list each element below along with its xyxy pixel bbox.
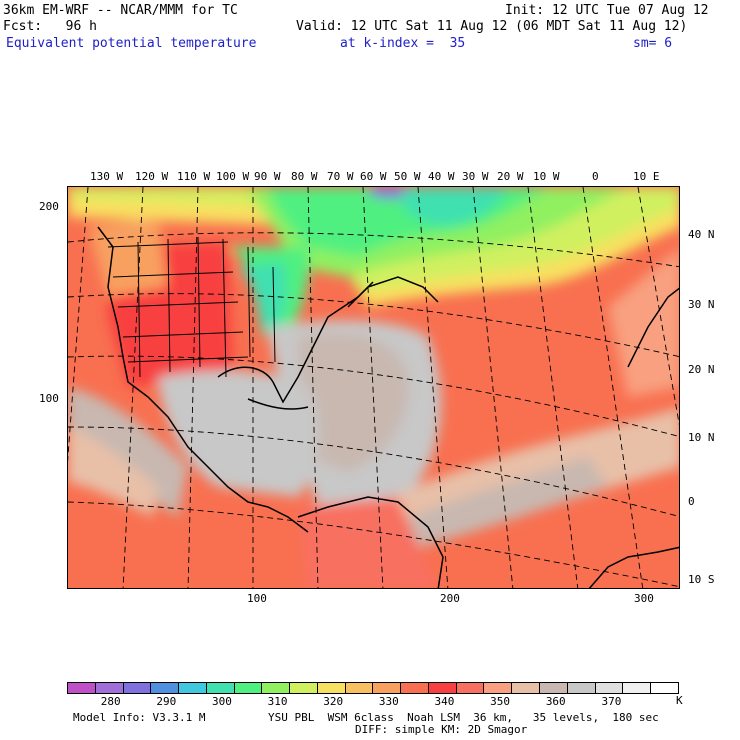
colorbar-label: 290 [156, 695, 177, 708]
colorbar-cell [401, 683, 429, 693]
y-label-200: 200 [39, 200, 59, 213]
colorbar-cell [68, 683, 96, 693]
colorbar-cell [595, 683, 624, 693]
colorbar-cell [512, 683, 541, 693]
lon-label: 100 W [216, 170, 250, 183]
lon-label: 50 W [394, 170, 421, 183]
lon-label: 80 W [291, 170, 318, 183]
colorbar-label: 370 [601, 695, 622, 708]
forecast-hour: Fcst: 96 h [3, 19, 97, 34]
colorbar-cell [95, 683, 124, 693]
lat-label: 0 [688, 495, 695, 508]
colorbar-cell [179, 683, 207, 693]
lat-label: 30 N [688, 298, 715, 311]
colorbar-cell [373, 683, 402, 693]
colorbar-label: 320 [323, 695, 344, 708]
physics-line-2: DIFF: simple KM: 2D Smagor [355, 723, 528, 736]
colorbar-label: 340 [434, 695, 455, 708]
lat-label: 10 N [688, 431, 715, 444]
colorbar-cell [623, 683, 652, 693]
lon-label: 10 E [633, 170, 660, 183]
x-label-100: 100 [247, 592, 267, 605]
colorbar-cell [151, 683, 180, 693]
lon-label: 60 W [360, 170, 387, 183]
x-label-300: 300 [634, 592, 654, 605]
smoothing: sm= 6 [633, 36, 673, 51]
model-info: Model Info: V3.3.1 M [73, 711, 206, 724]
coastlines [97, 226, 679, 588]
colorbar-label: 300 [212, 695, 232, 708]
colorbar-cell [123, 683, 152, 693]
colorbar-label: 330 [378, 695, 399, 708]
field-fill [68, 187, 679, 588]
init-time: Init: 12 UTC Tue 07 Aug 12 [505, 3, 709, 18]
colorbar-label: 310 [267, 695, 288, 708]
field-name: Equivalent potential temperature [6, 36, 257, 51]
lon-label: 90 W [254, 170, 281, 183]
lon-label: 130 W [90, 170, 124, 183]
lat-label: 20 N [688, 363, 715, 376]
colorbar-cell [262, 683, 291, 693]
model-title: 36km EM-WRF -- NCAR/MMM for TC [3, 3, 238, 18]
lon-label: 0 [592, 170, 599, 183]
lon-label: 20 W [497, 170, 524, 183]
lon-label: 110 W [177, 170, 211, 183]
map-canvas [68, 187, 679, 588]
lon-label: 40 W [428, 170, 455, 183]
lon-label: 120 W [135, 170, 169, 183]
graticule [68, 187, 679, 588]
physics-line-1: YSU PBL WSM 6class Noah LSM 36 km, 35 le… [268, 711, 659, 724]
valid-time: Valid: 12 UTC Sat 11 Aug 12 (06 MDT Sat … [296, 19, 688, 34]
lon-label: 70 W [327, 170, 354, 183]
colorbar-cell [345, 683, 374, 693]
colorbar-cell [651, 683, 678, 693]
colorbar [67, 682, 679, 694]
y-label-100: 100 [39, 392, 59, 405]
colorbar-cell [206, 683, 235, 693]
colorbar-cell [317, 683, 346, 693]
colorbar-cell [290, 683, 318, 693]
colorbar-cell [567, 683, 596, 693]
colorbar-label: 360 [545, 695, 566, 708]
colorbar-cell [540, 683, 568, 693]
colorbar-cell [456, 683, 485, 693]
colorbar-label: 350 [490, 695, 511, 708]
x-label-200: 200 [440, 592, 460, 605]
lon-label: 30 W [462, 170, 489, 183]
colorbar-unit: K [676, 694, 683, 707]
lon-label: 10 W [533, 170, 560, 183]
colorbar-cell [428, 683, 457, 693]
lat-label: 40 N [688, 228, 715, 241]
k-index: at k-index = 35 [340, 36, 466, 51]
colorbar-cell [234, 683, 263, 693]
lat-label: 10 S [688, 573, 715, 586]
theta-e-map [67, 186, 680, 589]
state-borders [107, 236, 276, 378]
colorbar-cell [484, 683, 513, 693]
colorbar-label: 280 [100, 695, 121, 708]
